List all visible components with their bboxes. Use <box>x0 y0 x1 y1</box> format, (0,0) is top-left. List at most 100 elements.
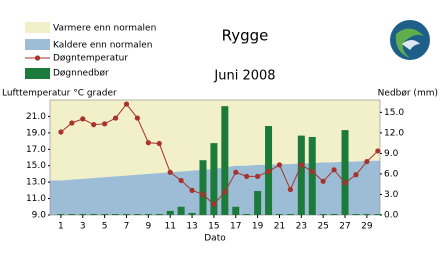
y-tick-label: 21.0 <box>26 112 46 122</box>
x-tick-label: 17 <box>230 222 241 232</box>
temp-point <box>375 148 381 154</box>
precip-bar <box>90 214 98 215</box>
legend-swatch <box>25 68 50 79</box>
y2-tick-label: 15.0 <box>384 108 404 118</box>
y2-tick-label: 3.0 <box>384 190 399 200</box>
temp-point <box>287 186 293 193</box>
temp-point <box>364 159 370 165</box>
legend-swatch <box>25 22 50 33</box>
temp-point <box>233 169 239 175</box>
y-tick-label: 15.0 <box>26 161 46 171</box>
temp-point <box>102 121 108 127</box>
precip-bar <box>210 143 218 215</box>
y-tick-label: 13.0 <box>26 178 46 188</box>
warmer-area <box>50 100 380 181</box>
x-tick-label: 11 <box>164 222 175 232</box>
temp-point <box>353 172 359 178</box>
temp-point <box>189 187 195 193</box>
precip-bar <box>297 135 305 215</box>
temp-point <box>156 140 162 147</box>
x-tick-label: 13 <box>186 222 197 232</box>
legend-label: Varmere enn normalen <box>53 24 156 34</box>
precip-bar <box>341 130 349 215</box>
y-tick-label: 19.0 <box>26 128 46 138</box>
temp-point <box>320 178 326 184</box>
x-tick-label: 27 <box>339 222 350 232</box>
legend-swatch <box>25 39 50 50</box>
temp-point <box>134 115 141 121</box>
temp-point <box>255 173 261 179</box>
precip-bar <box>254 191 262 215</box>
temp-point <box>200 191 206 198</box>
precip-bar <box>122 214 130 215</box>
temp-point <box>123 101 130 107</box>
legend-label: Kaldere enn normalen <box>53 41 153 51</box>
legend-label: Døgntemperatur <box>53 54 128 64</box>
precip-bar <box>221 106 229 215</box>
x-tick-label: 15 <box>208 222 219 232</box>
x-tick-label: 7 <box>124 222 130 232</box>
y2-axis-label: Nedbør (mm) <box>378 89 438 99</box>
precip-bar <box>363 214 371 215</box>
y2-tick-label: 12.0 <box>384 128 404 138</box>
precip-bar <box>374 214 382 215</box>
y-tick-label: 9.0 <box>32 211 47 221</box>
y-tick-label: 17.0 <box>26 145 46 155</box>
precip-bar <box>275 214 283 215</box>
precip-bar <box>79 214 87 215</box>
precip-bar <box>177 206 185 215</box>
precip-bar <box>199 160 207 215</box>
x-axis-label: Dato <box>204 234 226 244</box>
temp-point <box>211 201 217 207</box>
precip-bar <box>232 206 240 215</box>
temp-point <box>91 122 97 128</box>
precip-bar <box>133 214 141 215</box>
legend-label: Døgnnedbør <box>53 69 109 79</box>
precip-bar <box>243 214 251 215</box>
precip-bar <box>144 214 152 215</box>
x-tick-label: 1 <box>58 222 64 232</box>
temp-point <box>244 173 250 179</box>
precip-bar <box>101 214 109 215</box>
precip-bar <box>319 214 327 215</box>
precip-bar <box>188 212 196 215</box>
precip-bar <box>166 210 174 215</box>
temp-point <box>58 129 64 135</box>
precip-bar <box>57 214 65 215</box>
precip-bar <box>68 214 76 215</box>
temp-point <box>265 168 272 175</box>
y2-tick-label: 6.0 <box>384 169 399 179</box>
precip-bar <box>308 136 316 215</box>
temp-point <box>276 162 283 168</box>
temp-point <box>167 169 173 175</box>
x-tick-label: 23 <box>296 222 307 232</box>
y2-tick-label: 0.0 <box>384 211 399 221</box>
precip-bar <box>330 214 338 215</box>
chart-subtitle: Juni 2008 <box>213 69 275 84</box>
legend-swatch <box>34 55 41 61</box>
temp-point <box>145 140 151 146</box>
temp-point <box>80 116 86 122</box>
temp-point <box>69 120 75 126</box>
chart-title: Rygge <box>222 27 269 45</box>
precip-bar <box>112 214 120 215</box>
precip-bar <box>286 214 294 215</box>
y2-tick-label: 9.0 <box>384 149 399 159</box>
y-axis-label: Lufttemperatur °C grader <box>2 89 117 99</box>
temp-point <box>112 115 119 121</box>
x-tick-label: 25 <box>317 222 328 232</box>
precip-bar <box>352 214 360 215</box>
x-tick-label: 5 <box>102 222 108 232</box>
temp-point <box>298 162 304 168</box>
precip-bar <box>155 214 163 215</box>
temp-point <box>342 180 348 186</box>
x-tick-label: 19 <box>252 222 264 232</box>
temp-point <box>331 167 337 173</box>
x-tick-label: 21 <box>274 222 285 232</box>
temp-point <box>222 189 228 195</box>
x-tick-label: 9 <box>145 222 151 232</box>
x-tick-label: 29 <box>361 222 373 232</box>
y-tick-label: 11.0 <box>26 194 46 204</box>
temp-point <box>178 177 184 184</box>
